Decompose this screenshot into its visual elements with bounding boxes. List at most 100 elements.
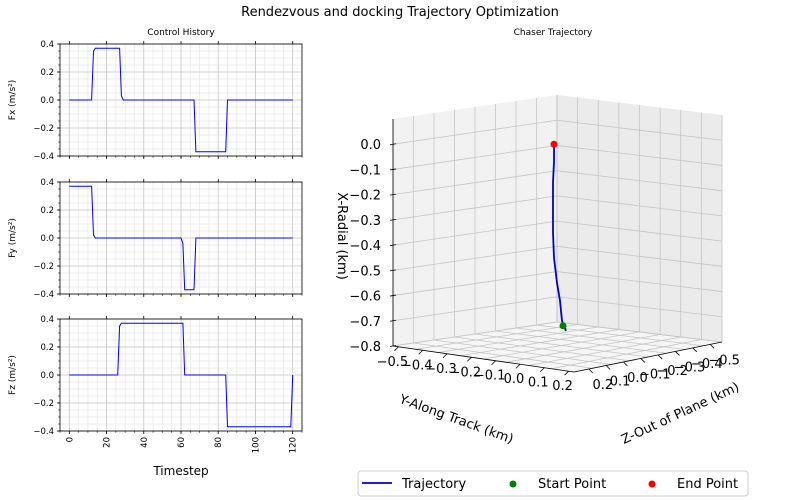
z-tick-label: −0.6: [349, 290, 381, 305]
legend-end-label: End Point: [677, 477, 738, 492]
y-axis-label: Fy (m/s²): [8, 218, 18, 258]
z-out-tick: [640, 358, 646, 363]
y-tick-label: −0.4: [33, 152, 54, 162]
grid-floor-b: [438, 326, 599, 353]
grid-floor-b: [415, 324, 578, 350]
z-out-tick: [675, 351, 680, 356]
y-axis-label: Fx (m/s²): [8, 80, 18, 120]
y-along-tick-label: −0.1: [474, 369, 506, 384]
y-axis-label: Fz (m/s²): [8, 355, 18, 395]
z-out-tick: [692, 347, 698, 353]
z-out-axis-label: Z-Out of Plane (km): [619, 380, 742, 448]
y-tick-label: −0.4: [33, 290, 54, 300]
grid-floor-b: [551, 339, 702, 370]
z-tick-label: −0.7: [349, 315, 381, 330]
legend-start-swatch: [509, 480, 517, 488]
z-out-tick: [709, 344, 715, 349]
grid-floor-b: [483, 331, 640, 360]
z-out-tick: [657, 354, 663, 360]
z-out-tick: [588, 368, 594, 374]
grid-floor-b: [528, 336, 681, 366]
y-along-tick: [467, 356, 472, 362]
y-along-tick: [442, 353, 448, 359]
z-tick-label: −0.3: [349, 214, 381, 229]
legend-frame: [357, 470, 749, 497]
grid-z-level: [392, 119, 723, 145]
control-series-line: [69, 185, 293, 291]
panel-title: Control History: [147, 28, 215, 38]
control-history-panels: −0.4 −0.2 0.0 0.2 0.4 Fx (m/s²) Control Histor…: [8, 28, 303, 478]
grid-floor-b: [506, 334, 661, 363]
y-tick-label: 0.0: [40, 234, 54, 244]
y-along-tick: [491, 360, 496, 366]
z-tick-label: −0.8: [349, 340, 381, 355]
z-out-tick-label: 0.1: [610, 374, 631, 389]
y-tick-label: 0.0: [40, 96, 54, 106]
grid-z-level: [392, 296, 723, 322]
control-series-line: [69, 322, 294, 428]
control-series-line: [69, 47, 293, 153]
grid-floor-b: [460, 329, 619, 357]
y-along-tick-label: −0.3: [425, 362, 457, 377]
y-tick-label: −0.4: [33, 427, 54, 437]
control-panel-2: −0.4 −0.2 0.0 0.2 0.4 Fy (m/s²): [8, 178, 303, 300]
y-tick-label: −0.2: [33, 124, 54, 134]
x-tick-label: 120: [289, 437, 299, 453]
x-tick-label: 40: [140, 437, 150, 448]
z-tick-label: 0.0: [360, 138, 381, 153]
control-panel-3: −0.4 −0.2 0.0 0.2 0.4 0 20 40 60 80 100 120 Timestep…: [8, 315, 303, 478]
y-along-tick-label: −0.4: [401, 358, 433, 373]
x-tick-label: 100: [251, 437, 261, 453]
y-tick-label: 0.0: [40, 371, 54, 381]
legend: Trajectory Start Point End Point: [357, 470, 749, 497]
start-point-marker: [559, 322, 567, 330]
y-along-tick-label: 0.1: [528, 376, 549, 391]
grid-z-level: [392, 195, 723, 221]
z-tick-label: −0.1: [349, 163, 381, 178]
z-out-tick-label: −0.3: [674, 360, 706, 375]
y-tick-label: −0.2: [33, 262, 54, 272]
grid-z-level: [392, 321, 723, 347]
y-tick-label: 0.2: [40, 343, 54, 353]
grid-z-level: [392, 170, 723, 196]
y-tick-label: 0.2: [40, 68, 54, 78]
z-tick-label: −0.2: [349, 189, 381, 204]
legend-end-swatch: [648, 480, 656, 488]
z-out-tick-label: −0.4: [691, 357, 723, 372]
y-along-tick: [564, 370, 569, 376]
grid-z-level: [392, 271, 723, 296]
y-along-tick-label: −0.5: [377, 355, 409, 370]
y-tick-label: 0.4: [40, 40, 54, 50]
y-along-tick: [418, 349, 424, 355]
z-tick-label: −0.5: [349, 264, 381, 279]
y-along-tick-label: 0.0: [504, 372, 525, 387]
y-along-tick-label: 0.2: [552, 379, 573, 394]
panel-title: Chaser Trajectory: [514, 28, 593, 38]
z-out-tick: [623, 361, 628, 367]
legend-trajectory-label: Trajectory: [401, 477, 466, 492]
figure-title: Rendezvous and docking Trajectory Optimi…: [241, 5, 559, 20]
z-out-tick-label: −0.1: [639, 367, 671, 382]
grid-z-level: [392, 245, 723, 271]
y-along-tick-label: −0.2: [450, 365, 482, 380]
x-tick-label: 60: [177, 437, 187, 448]
grid-z-level: [392, 220, 723, 246]
y-along-tick: [394, 346, 399, 352]
y-tick-label: 0.4: [40, 178, 54, 188]
control-panel-1: −0.4 −0.2 0.0 0.2 0.4 Fx (m/s²) Control Histor…: [8, 28, 303, 162]
z-axis-label: X-Radial (km): [334, 192, 349, 280]
y-along-tick: [515, 363, 521, 369]
z-out-tick-label: 0.2: [592, 378, 613, 393]
floor-pane: [393, 322, 722, 372]
y-tick-label: 0.4: [40, 315, 54, 325]
x-tick-label: 20: [103, 437, 113, 448]
y-tick-label: −0.2: [33, 399, 54, 409]
end-point-marker: [550, 140, 558, 148]
x-tick-label: 0: [65, 437, 75, 442]
y-along-tick: [539, 367, 545, 373]
z-out-tick-label: 0.0: [627, 371, 648, 386]
x-tick-label: 80: [214, 437, 224, 448]
legend-start-label: Start Point: [538, 477, 606, 492]
y-tick-label: 0.2: [40, 206, 54, 216]
